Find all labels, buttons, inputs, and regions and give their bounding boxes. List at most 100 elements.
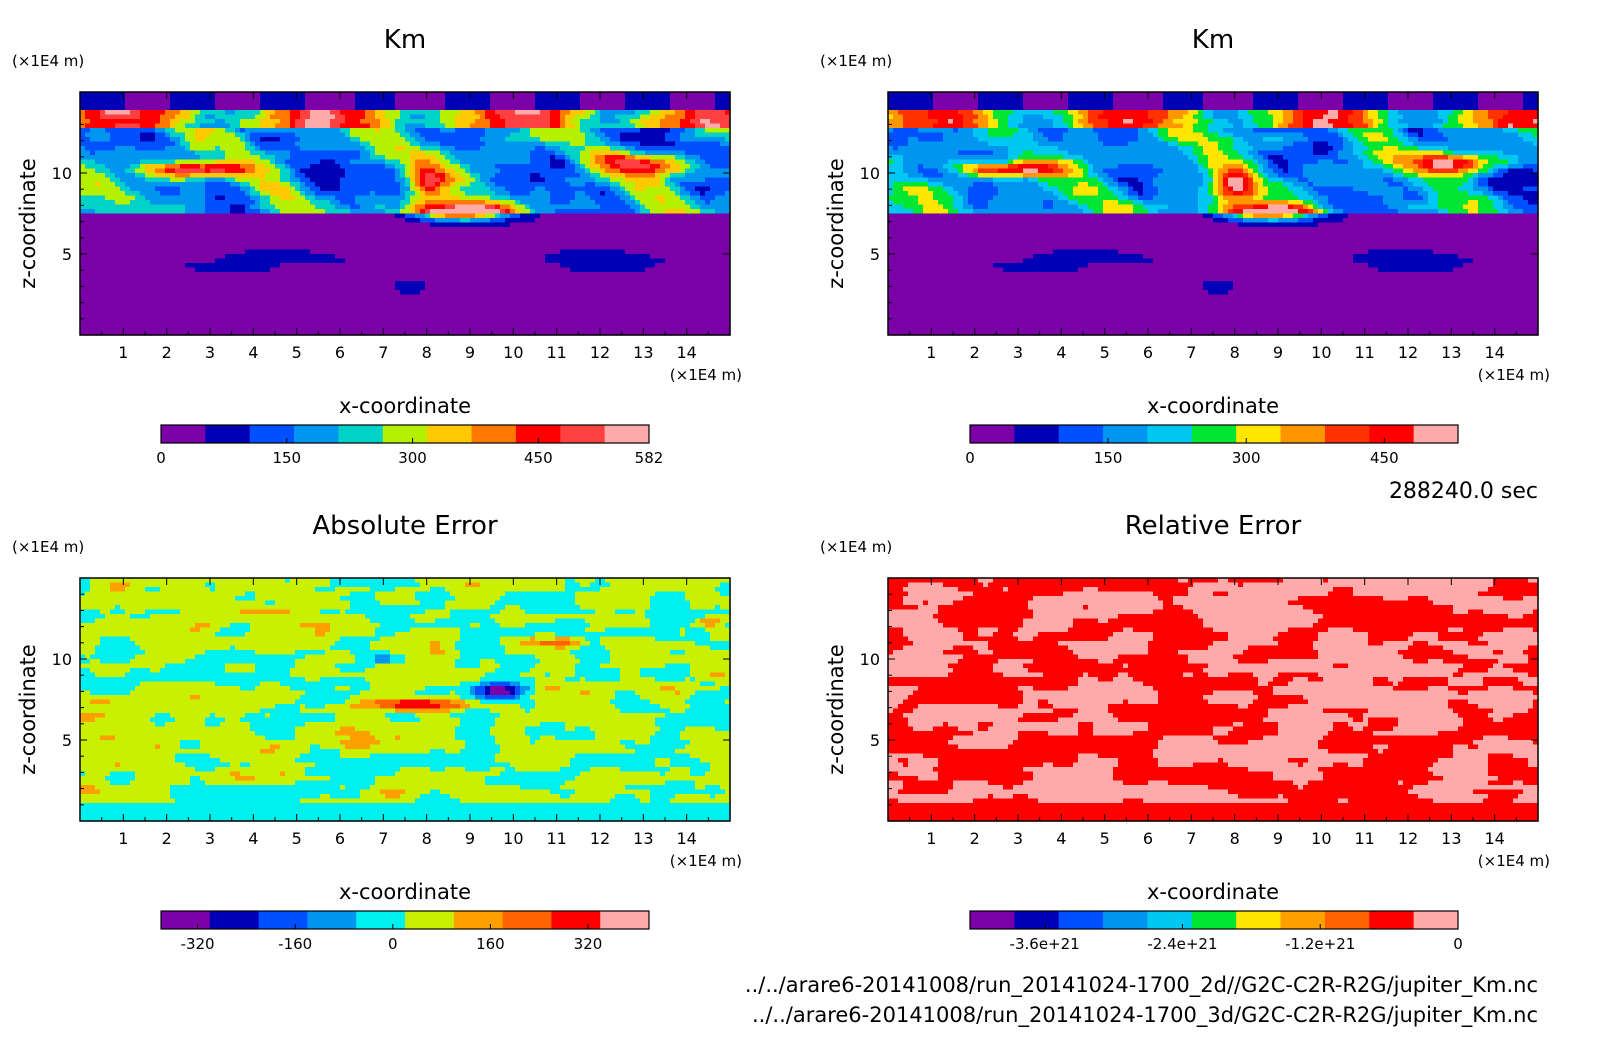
heatmap-cell: [605, 124, 611, 129]
heatmap-cell: [705, 169, 711, 174]
heatmap-cell: [650, 124, 656, 129]
heatmap-cell: [95, 146, 101, 151]
heatmap-cell: [200, 155, 206, 160]
heatmap-cell: [630, 133, 636, 138]
heatmap-cell: [210, 124, 216, 129]
heatmap-cell: [375, 160, 381, 165]
heatmap-cell: [360, 92, 366, 97]
heatmap-cell: [150, 110, 156, 115]
heatmap-cell: [570, 101, 576, 106]
heatmap-cell: [225, 137, 231, 142]
heatmap-cell: [330, 106, 336, 111]
heatmap-cell: [190, 173, 196, 178]
heatmap-cell: [555, 133, 561, 138]
heatmap-cell: [420, 137, 426, 142]
heatmap-cell: [420, 151, 426, 156]
heatmap-cell: [305, 173, 311, 178]
heatmap-cell: [495, 173, 501, 178]
heatmap-cell: [490, 92, 496, 97]
heatmap-cell: [590, 110, 596, 115]
heatmap-cell: [490, 119, 496, 124]
heatmap-cell: [185, 160, 191, 165]
heatmap-cell: [425, 146, 431, 151]
heatmap-cell: [585, 142, 591, 147]
heatmap-cell: [660, 128, 666, 133]
heatmap-cell: [370, 124, 376, 129]
heatmap-cell: [180, 137, 186, 142]
heatmap-cell: [565, 146, 571, 151]
heatmap-cell: [655, 97, 661, 102]
heatmap-cell: [225, 115, 231, 120]
heatmap-cell: [545, 110, 551, 115]
heatmap-cell: [265, 142, 271, 147]
heatmap-cell: [440, 115, 446, 120]
heatmap-cell: [135, 119, 141, 124]
heatmap-cell: [310, 119, 316, 124]
heatmap-cell: [415, 160, 421, 165]
heatmap-cell: [365, 137, 371, 142]
heatmap-cell: [500, 101, 506, 106]
heatmap-cell: [225, 119, 231, 124]
heatmap-cell: [660, 97, 666, 102]
heatmap-cell: [330, 124, 336, 129]
heatmap-cell: [145, 101, 151, 106]
heatmap-cell: [320, 173, 326, 178]
heatmap-cell: [425, 92, 431, 97]
heatmap-cell: [190, 97, 196, 102]
heatmap-cell: [285, 101, 291, 106]
heatmap-cell: [115, 128, 121, 133]
heatmap-cell: [90, 119, 96, 124]
heatmap-cell: [655, 110, 661, 115]
heatmap-cell: [250, 142, 256, 147]
heatmap-cell: [605, 146, 611, 151]
heatmap-cell: [680, 133, 686, 138]
heatmap-cell: [670, 146, 676, 151]
heatmap-cell: [555, 124, 561, 129]
heatmap-cell: [235, 115, 241, 120]
heatmap-cell: [135, 173, 141, 178]
heatmap-cell: [345, 97, 351, 102]
heatmap-cell: [320, 164, 326, 169]
heatmap-cell: [350, 128, 356, 133]
heatmap-cell: [535, 160, 541, 165]
heatmap-cell: [115, 133, 121, 138]
heatmap-cell: [355, 173, 361, 178]
heatmap-cell: [455, 106, 461, 111]
heatmap-cell: [270, 173, 276, 178]
heatmap-cell: [650, 128, 656, 133]
heatmap-cell: [240, 128, 246, 133]
heatmap-cell: [470, 169, 476, 174]
heatmap-cell: [435, 146, 441, 151]
heatmap-cell: [705, 110, 711, 115]
heatmap-cell: [670, 137, 676, 142]
heatmap-cell: [525, 133, 531, 138]
heatmap-cell: [295, 151, 301, 156]
heatmap-cell: [400, 110, 406, 115]
heatmap-cell: [310, 137, 316, 142]
heatmap-cell: [720, 160, 726, 165]
heatmap-cell: [230, 124, 236, 129]
heatmap-cell: [110, 142, 116, 147]
heatmap-cell: [650, 133, 656, 138]
heatmap-cell: [245, 101, 251, 106]
heatmap-cell: [320, 133, 326, 138]
heatmap-cell: [400, 97, 406, 102]
heatmap-cell: [175, 151, 181, 156]
heatmap-cell: [635, 164, 641, 169]
heatmap-cell: [340, 142, 346, 147]
heatmap-cell: [90, 92, 96, 97]
heatmap-cell: [395, 151, 401, 156]
heatmap-cell: [80, 164, 86, 169]
heatmap-cell: [570, 106, 576, 111]
heatmap-cell: [455, 101, 461, 106]
heatmap-cell: [270, 124, 276, 129]
heatmap-cell: [140, 155, 146, 160]
heatmap-cell: [440, 164, 446, 169]
heatmap-cell: [415, 173, 421, 178]
heatmap-cell: [245, 119, 251, 124]
heatmap-cell: [230, 115, 236, 120]
heatmap-cell: [260, 133, 266, 138]
heatmap-cell: [185, 106, 191, 111]
heatmap-cell: [210, 173, 216, 178]
heatmap-cell: [570, 160, 576, 165]
